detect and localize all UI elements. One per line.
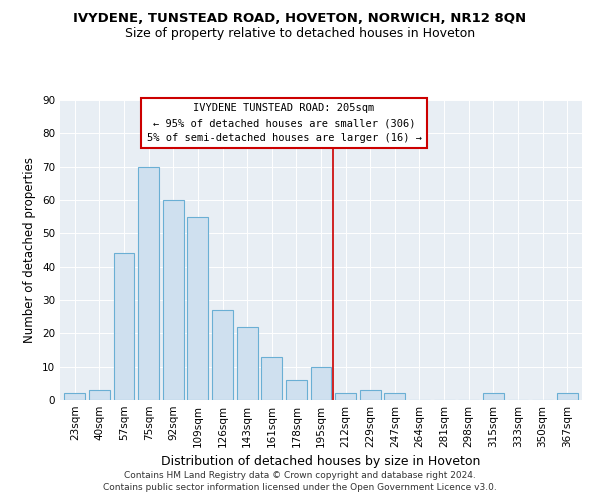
Text: IVYDENE TUNSTEAD ROAD: 205sqm
← 95% of detached houses are smaller (306)
5% of s: IVYDENE TUNSTEAD ROAD: 205sqm ← 95% of d… [146,104,422,143]
Bar [138,166,159,400]
Bar [311,366,331,400]
Bar [557,394,578,400]
Bar [335,394,356,400]
Bar [163,200,184,400]
Bar [212,310,233,400]
Bar [187,216,208,400]
Bar [113,254,134,400]
Bar [64,394,85,400]
Bar [385,394,406,400]
Y-axis label: Number of detached properties: Number of detached properties [23,157,37,343]
X-axis label: Distribution of detached houses by size in Hoveton: Distribution of detached houses by size … [161,456,481,468]
Bar [89,390,110,400]
Bar [360,390,381,400]
Bar [483,394,504,400]
Bar [236,326,257,400]
Bar [286,380,307,400]
Bar [261,356,282,400]
Text: Size of property relative to detached houses in Hoveton: Size of property relative to detached ho… [125,28,475,40]
Text: Contains HM Land Registry data © Crown copyright and database right 2024.
Contai: Contains HM Land Registry data © Crown c… [103,471,497,492]
Text: IVYDENE, TUNSTEAD ROAD, HOVETON, NORWICH, NR12 8QN: IVYDENE, TUNSTEAD ROAD, HOVETON, NORWICH… [73,12,527,26]
